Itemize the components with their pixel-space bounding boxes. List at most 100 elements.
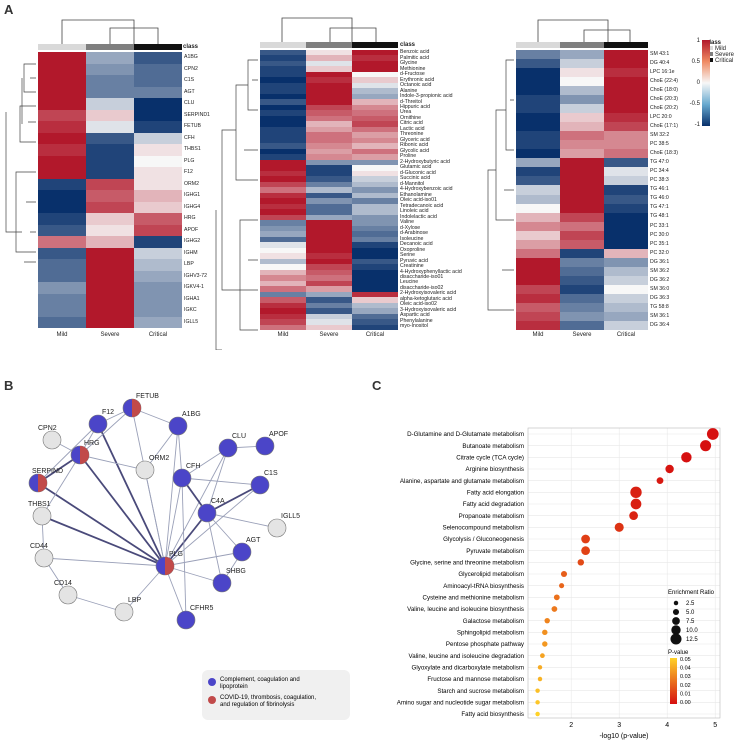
- heatmap-cell: [352, 50, 398, 56]
- heatmap-cell: [86, 132, 134, 144]
- heatmap-grid: [260, 50, 398, 330]
- pathway-label: Glycerolipid metabolism: [458, 571, 524, 578]
- size-legend-dot: [673, 600, 679, 606]
- cbar-tick: 0.5: [691, 59, 700, 65]
- row-label: disaccharide-iso01: [400, 274, 444, 280]
- network-node-serpind[interactable]: SERPIND: [28, 468, 63, 493]
- row-label: Benzoic acid: [400, 49, 430, 56]
- heatmap-cell: [260, 154, 306, 160]
- heatmap-cell: [306, 203, 352, 210]
- node-half: [165, 557, 174, 575]
- heatmap-cell: [260, 198, 306, 204]
- heatmap-cell: [86, 98, 134, 110]
- x-tick-label: 3: [617, 722, 621, 729]
- network-node-fetub[interactable]: FETUB: [122, 393, 159, 418]
- row-label: alpha-ketoglutaric acid: [400, 295, 452, 302]
- heatmap-cell: [306, 198, 352, 204]
- heatmap-cell: [352, 126, 398, 133]
- heatmap-cell: [516, 176, 560, 186]
- network-node-c4a[interactable]: C4A: [197, 498, 225, 523]
- network-node-cfh[interactable]: CFH: [172, 463, 200, 488]
- heatmap-cell: [604, 275, 648, 285]
- row-dendrogram: [487, 59, 514, 311]
- network-edge: [67, 594, 125, 613]
- network-node-shbg[interactable]: SHBG: [212, 568, 246, 593]
- network-node-hrg[interactable]: HRG: [70, 440, 100, 465]
- heatmap-cell: [306, 275, 352, 281]
- network-node-c1s[interactable]: C1S: [250, 470, 278, 495]
- heatmap-cell: [560, 140, 604, 150]
- network-node-f12[interactable]: F12: [88, 409, 114, 434]
- heatmap-cell: [134, 213, 182, 225]
- node-label: F12: [102, 409, 114, 416]
- row-label: Ethanolamine: [400, 191, 432, 198]
- node-circle: [168, 416, 188, 436]
- network-node-cd14[interactable]: CD14: [54, 580, 78, 605]
- network-node-thbs1[interactable]: THBS1: [28, 501, 52, 526]
- node-half: [38, 474, 47, 492]
- row-label: IGKV4-1: [184, 284, 204, 291]
- heatmap-cell: [38, 86, 86, 98]
- heatmap-cell: [260, 308, 306, 314]
- heatmap-cell: [38, 52, 86, 64]
- size-legend-label: 10.0: [686, 628, 698, 634]
- heatmap-cell: [260, 137, 306, 144]
- row-label: Glycolic acid: [400, 147, 430, 154]
- row-labels: Benzoic acid Palmitic acid Glycine Methioni…: [400, 49, 462, 330]
- network-node-a1bg[interactable]: A1BG: [168, 411, 201, 436]
- pathway-label: Fatty acid elongation: [467, 490, 525, 497]
- row-label: ChoE (20:3): [650, 96, 678, 103]
- row-label: Oleic acid-iso01: [400, 197, 437, 204]
- size-legend-dot: [671, 625, 681, 635]
- network-node-agt[interactable]: AGT: [232, 537, 261, 562]
- heatmap-cell: [516, 131, 560, 141]
- heatmap-cell: [516, 266, 560, 276]
- heatmap-cell: [38, 305, 86, 317]
- heatmap-proteins: class A1BG CPN2 C1S AGT CLU SERPIND1 FETUB CFH T…: [0, 10, 210, 360]
- heatmap-cell: [260, 82, 306, 89]
- heatmap-cell: [352, 148, 398, 155]
- column-dendrogram: [537, 19, 631, 46]
- network-edge: [164, 565, 187, 621]
- heatmap-cell: [134, 316, 182, 328]
- node-label: AGT: [246, 537, 261, 544]
- heatmap-cell: [38, 247, 86, 259]
- heatmap-cell: [86, 75, 134, 87]
- row-label: Oxoproline: [400, 246, 426, 253]
- pathway-label: Fatty acid degradation: [463, 501, 525, 508]
- heatmap-cell: [306, 291, 352, 298]
- heatmap-cell: [38, 270, 86, 282]
- heatmap-cell: [352, 60, 398, 67]
- pathway-label: Citrate cycle (TCA cycle): [456, 455, 524, 462]
- heatmap-cell: [604, 311, 648, 321]
- row-label: AGT: [184, 88, 195, 95]
- size-legend-label: 7.5: [686, 619, 695, 625]
- network-node-cpn2[interactable]: CPN2: [38, 425, 62, 450]
- pathway-label: Alanine, aspartate and glutamate metabol…: [400, 478, 524, 485]
- network-node-igll5[interactable]: IGLL5: [267, 513, 300, 538]
- heatmap-cell: [560, 95, 604, 105]
- heatmap-cell: [352, 192, 398, 199]
- node-label: CD14: [54, 580, 72, 587]
- network-node-clu[interactable]: CLU: [218, 433, 246, 458]
- network-node-lbp[interactable]: LBP: [114, 597, 142, 622]
- network-node-apof[interactable]: APOF: [255, 431, 288, 456]
- network-node-plg[interactable]: PLG: [155, 551, 183, 576]
- heatmap-cell: [352, 247, 398, 254]
- node-circle: [232, 542, 252, 562]
- heatmap-cell: [134, 121, 182, 133]
- node-label: SHBG: [226, 568, 246, 575]
- network-node-cfhr5[interactable]: CFHR5: [176, 605, 213, 630]
- heatmap-cell: [260, 302, 306, 309]
- heatmap-cell: [352, 291, 398, 298]
- heatmap-cell: [134, 86, 182, 98]
- heatmap-cell: [516, 167, 560, 177]
- network-node-cd44[interactable]: CD44: [30, 543, 54, 568]
- network-node-orm2[interactable]: ORM2: [135, 455, 169, 480]
- row-label: ChoE (22:4): [650, 78, 678, 84]
- network-edge: [206, 484, 261, 514]
- row-label: d-Fructose: [400, 71, 425, 78]
- heatmap-cell: [134, 144, 182, 156]
- heatmap-cell: [86, 259, 134, 271]
- heatmap-cell: [604, 239, 648, 249]
